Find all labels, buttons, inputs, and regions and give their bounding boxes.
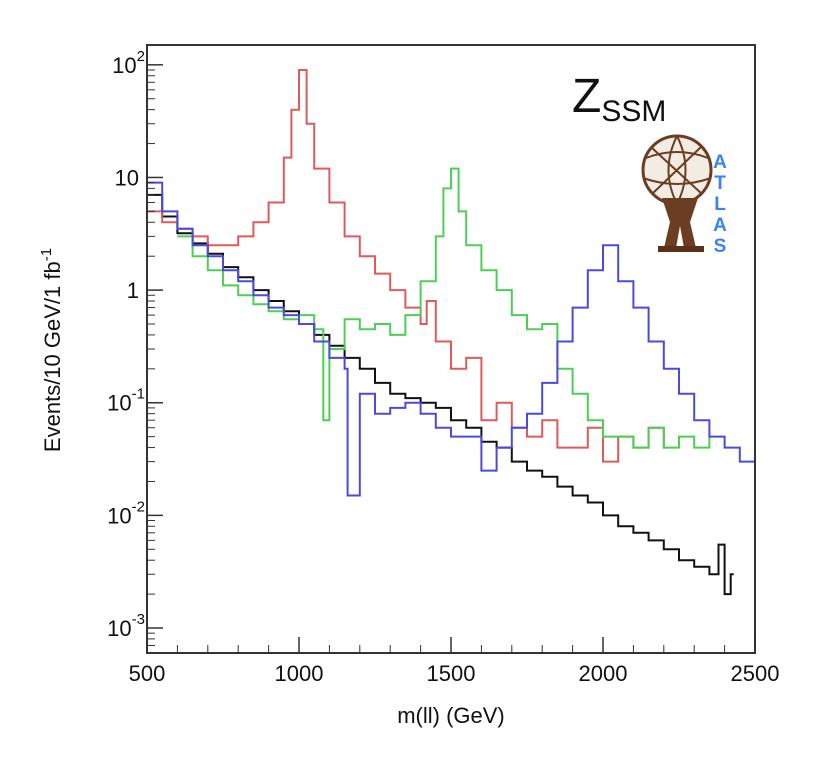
series-line-3 <box>177 167 713 449</box>
y-tick-label-4: 10-1 <box>107 386 145 416</box>
y-tick-label-2: 10 <box>115 165 139 190</box>
atlas-letter-4: A <box>713 215 727 236</box>
z-subscript: SSM <box>601 95 666 128</box>
y-tick-label-5: 10-2 <box>107 498 145 528</box>
z-symbol: Z <box>572 70 601 123</box>
atlas-letter-3: L <box>714 194 726 215</box>
x-tick-label-3: 1500 <box>427 661 476 686</box>
series-line-2 <box>147 69 667 463</box>
x-tick-label-4: 2000 <box>579 661 628 686</box>
x-tick-label-2: 1000 <box>275 661 324 686</box>
y-axis-title-exponent: -1 <box>38 248 55 261</box>
z-ssm-annotation: ZSSM <box>572 70 666 128</box>
atlas-figure <box>662 198 698 248</box>
atlas-letter-1: A <box>713 152 727 173</box>
atlas-letter-2: T <box>714 173 726 194</box>
atlas-base <box>658 246 704 252</box>
atlas-letter-5: S <box>714 236 727 257</box>
y-axis-title-text: Events/10 GeV/1 fb <box>40 261 65 452</box>
atlas-logo: A T L A S <box>641 134 727 257</box>
y-tick-label-6: 10-3 <box>107 611 145 641</box>
series-line-4 <box>147 181 755 497</box>
x-tick-label-5: 2500 <box>731 661 780 686</box>
y-tick-label-3: 1 <box>127 278 139 303</box>
y-tick-label-1: 102 <box>112 48 145 78</box>
series-layer <box>147 69 755 596</box>
y-axis-title: Events/10 GeV/1 fb-1 <box>38 248 65 452</box>
tick-layer: 500 1000 1500 2000 2500 102 10 1 10-1 10-2 10-3 <box>107 48 779 686</box>
x-tick-label-1: 500 <box>129 661 166 686</box>
x-axis-title: m(ll) (GeV) <box>397 703 505 728</box>
atlas-globe-grid <box>642 135 712 205</box>
